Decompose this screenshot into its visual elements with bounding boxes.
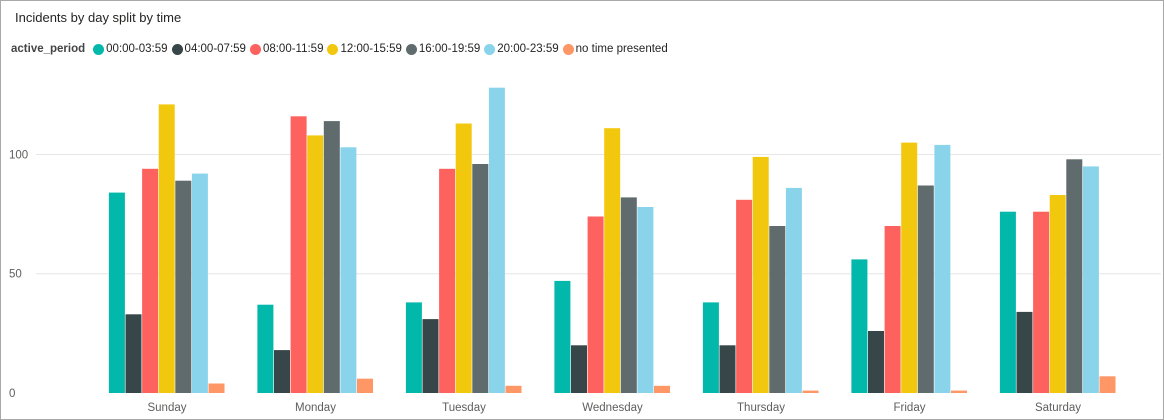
legend-label: 04:00-07:59: [184, 43, 246, 55]
bar-tuesday-series-2[interactable]: [439, 168, 456, 393]
x-tick-label: Wednesday: [582, 402, 643, 414]
legend-label: 00:00-03:59: [106, 43, 168, 55]
bar-friday-series-3[interactable]: [901, 142, 918, 393]
x-tick-label: Thursday: [737, 402, 785, 414]
bar-sunday-series-0[interactable]: [108, 192, 125, 393]
bar-friday-series-1[interactable]: [868, 331, 884, 393]
bar-thursday-series-0[interactable]: [702, 302, 719, 393]
legend-label: 12:00-15:59: [340, 43, 402, 55]
legend: active_period 00:00-03:59 04:00-07:59 08:0…: [11, 41, 672, 57]
bar-saturday-series-0[interactable]: [999, 211, 1016, 393]
x-tick-label: Friday: [894, 402, 926, 414]
legend-swatch-icon: [562, 43, 574, 55]
bar-saturday-series-2[interactable]: [1033, 211, 1050, 393]
bar-thursday-series-2[interactable]: [736, 199, 753, 393]
bar-monday-series-3[interactable]: [307, 135, 324, 393]
bar-friday-series-2[interactable]: [884, 226, 901, 393]
bar-monday-series-1[interactable]: [274, 350, 290, 393]
legend-item-4[interactable]: 16:00-19:59: [405, 43, 481, 55]
bar-sunday-series-1[interactable]: [125, 314, 142, 393]
bar-sunday-series-6[interactable]: [208, 383, 225, 394]
bar-sunday-series-4[interactable]: [175, 180, 192, 393]
bar-thursday-series-5[interactable]: [785, 187, 802, 393]
bar-saturday-series-4[interactable]: [1066, 159, 1083, 393]
legend-swatch-icon: [93, 43, 105, 55]
bar-thursday-series-6[interactable]: [802, 390, 819, 393]
bar-tuesday-series-4[interactable]: [472, 164, 489, 393]
bar-wednesday-series-4[interactable]: [620, 197, 637, 393]
legend-swatch-icon: [171, 43, 183, 55]
legend-swatch-icon: [484, 43, 496, 55]
y-tick-label: 0: [9, 388, 15, 400]
bar-monday-series-0[interactable]: [257, 304, 274, 393]
x-tick-label: Monday: [295, 402, 336, 414]
bar-wednesday-series-3[interactable]: [604, 128, 621, 393]
bar-wednesday-series-2[interactable]: [587, 216, 604, 394]
bar-monday-series-5[interactable]: [340, 147, 357, 393]
bar-tuesday-series-6[interactable]: [505, 385, 522, 393]
x-tick-label: Tuesday: [442, 402, 486, 414]
bar-monday-series-6[interactable]: [357, 378, 373, 393]
y-tick-label: 100: [9, 149, 28, 161]
y-tick-label: 50: [9, 269, 22, 281]
x-tick-label: Saturday: [1035, 402, 1081, 414]
legend-label: 20:00-23:59: [497, 43, 559, 55]
bar-sunday-series-5[interactable]: [191, 173, 208, 393]
legend-label: 16:00-19:59: [418, 43, 481, 55]
legend-label: no time presented: [575, 43, 668, 55]
bar-friday-series-4[interactable]: [917, 185, 934, 394]
x-tick-label: Sunday: [147, 402, 186, 414]
bar-monday-series-4[interactable]: [323, 121, 340, 393]
bar-friday-series-0[interactable]: [851, 259, 868, 393]
bar-tuesday-series-5[interactable]: [488, 87, 505, 393]
legend-swatch-icon: [405, 43, 417, 55]
legend-swatch-icon: [249, 43, 261, 55]
bar-tuesday-series-3[interactable]: [455, 123, 472, 394]
legend-item-2[interactable]: 08:00-11:59: [249, 43, 324, 55]
bar-tuesday-series-0[interactable]: [405, 302, 422, 393]
legend-item-5[interactable]: 20:00-23:59: [484, 43, 559, 55]
bar-wednesday-series-5[interactable]: [637, 207, 654, 393]
legend-title: active_period: [11, 43, 86, 55]
bar-thursday-series-4[interactable]: [769, 226, 786, 393]
bar-friday-series-5[interactable]: [934, 144, 951, 393]
bar-saturday-series-5[interactable]: [1082, 166, 1099, 393]
bar-thursday-series-1[interactable]: [719, 345, 736, 393]
legend-label: 08:00-11:59: [262, 43, 324, 55]
legend-swatch-icon: [327, 43, 339, 55]
bar-tuesday-series-1[interactable]: [422, 319, 439, 393]
bar-saturday-series-6[interactable]: [1099, 376, 1116, 393]
bar-friday-series-6[interactable]: [951, 390, 967, 393]
chart-title: Incidents by day split by time: [15, 10, 182, 25]
bar-saturday-series-1[interactable]: [1016, 311, 1033, 393]
bar-sunday-series-3[interactable]: [158, 104, 175, 394]
legend-item-1[interactable]: 04:00-07:59: [171, 43, 246, 55]
bar-monday-series-2[interactable]: [290, 116, 307, 394]
legend-item-6[interactable]: no time presented: [562, 43, 668, 55]
bar-sunday-series-2[interactable]: [142, 168, 159, 393]
bar-thursday-series-3[interactable]: [752, 156, 769, 393]
legend-item-3[interactable]: 12:00-15:59: [327, 43, 402, 55]
bar-wednesday-series-0[interactable]: [554, 280, 571, 393]
bar-wednesday-series-6[interactable]: [654, 385, 670, 393]
bar-wednesday-series-1[interactable]: [571, 345, 587, 393]
legend-item-0[interactable]: 00:00-03:59: [93, 43, 168, 55]
bar-saturday-series-3[interactable]: [1049, 195, 1066, 393]
